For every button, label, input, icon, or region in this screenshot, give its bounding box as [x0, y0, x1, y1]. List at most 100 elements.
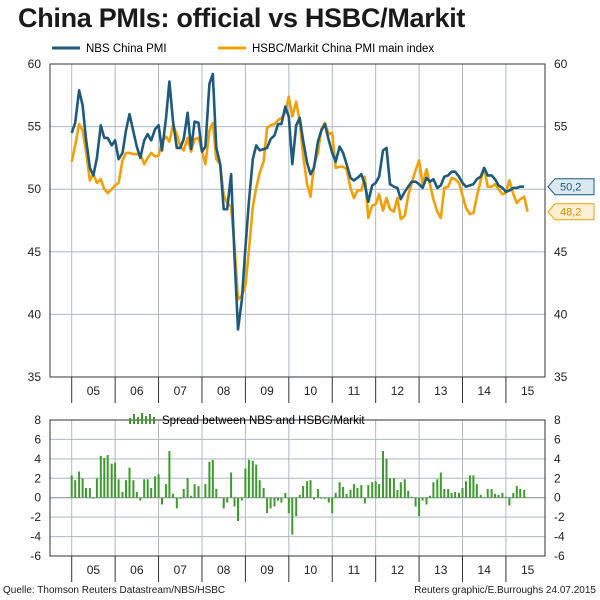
spread-bar [168, 451, 171, 498]
spread-bar [494, 493, 497, 498]
spread-bar [95, 478, 98, 498]
y-tick-label-left: 2 [34, 471, 41, 485]
spread-bar [295, 497, 298, 517]
x-tick-label: 06 [130, 384, 144, 398]
nbs-pmi-line [70, 72, 525, 331]
spread-bar [121, 491, 124, 498]
spread-bar [269, 497, 272, 509]
spread-bar [215, 489, 218, 498]
spread-bar [161, 497, 163, 505]
spread-bar [443, 489, 446, 498]
spread-bar [349, 489, 352, 498]
y-tick-label-right: 6 [554, 432, 561, 446]
bottom-panel-legend: Spread between NBS and HSBC/Markit [129, 413, 365, 427]
spread-bar [222, 497, 225, 509]
y-tick-label-right: 2 [554, 471, 561, 485]
top-panel-lines [70, 72, 529, 331]
spread-bar [313, 497, 315, 500]
spread-bar [454, 491, 457, 498]
x-tick-label: 09 [260, 384, 274, 398]
x-tick-label: 12 [391, 563, 405, 577]
spread-bar [323, 497, 326, 499]
spread-bar [436, 479, 439, 498]
x-tick-label: 15 [521, 563, 535, 577]
spread-bar [302, 486, 305, 498]
spread-bar [106, 455, 109, 498]
spread-bar [378, 484, 381, 498]
spread-bar [389, 478, 391, 498]
x-tick-label: 14 [478, 563, 492, 577]
legend-hsbc-label: HSBC/Markit China PMI main index [252, 43, 434, 55]
spread-bar [334, 492, 337, 498]
spread-bar [468, 475, 471, 498]
spread-bar [182, 489, 185, 498]
y-tick-label-right: 40 [554, 307, 568, 321]
spread-bar [508, 497, 511, 506]
x-tick-label: 13 [434, 384, 448, 398]
spread-bar [432, 482, 435, 498]
spread-bar [475, 484, 478, 498]
spread-bar [99, 455, 102, 498]
spread-bar [219, 497, 222, 499]
spread-bar [230, 472, 233, 498]
spread-bar [226, 497, 229, 503]
spread-bar [371, 482, 374, 498]
legend-spread-swatch [129, 413, 155, 424]
y-tick-label-right: 60 [554, 57, 568, 71]
spread-bar [240, 497, 243, 501]
spread-bar [360, 485, 363, 498]
spread-bar [331, 497, 334, 514]
y-tick-label-left: 6 [34, 432, 41, 446]
spread-bar [74, 480, 77, 498]
y-tick-label-left: 55 [28, 120, 42, 134]
x-tick-label: 05 [87, 384, 101, 398]
spread-bar [266, 497, 269, 514]
spread-bar [342, 487, 345, 498]
spread-bar [110, 463, 113, 498]
spread-bar [309, 480, 312, 498]
spread-bar [374, 481, 377, 498]
y-tick-label-left: 4 [34, 452, 41, 466]
spread-bar [88, 488, 91, 498]
y-tick-label-left: -4 [30, 530, 41, 544]
spread-bar [277, 497, 279, 501]
y-tick-label-left: -2 [30, 510, 41, 524]
spread-bar [403, 479, 406, 498]
spread-bar [356, 488, 359, 498]
legend-spread-bar [137, 417, 139, 424]
x-tick-label: 08 [217, 384, 231, 398]
spread-bar [251, 460, 254, 498]
legend-spread-bar [153, 417, 155, 424]
spread-bar [306, 481, 309, 498]
spread-bar [143, 479, 146, 498]
spread-bar [458, 492, 460, 498]
spread-bar [244, 468, 247, 498]
x-tick-label: 09 [260, 563, 274, 577]
x-tick-label: 07 [174, 384, 188, 398]
spread-bar [139, 497, 142, 501]
last-value-tags: 50,2 48,2 [547, 178, 595, 221]
spread-bar [316, 489, 319, 498]
spread-bar [85, 488, 87, 498]
x-tick-label: 14 [478, 384, 492, 398]
legend-spread-bar [129, 418, 131, 424]
spread-bar [363, 497, 366, 504]
y-tick-label-right: -2 [554, 510, 565, 524]
spread-bar [392, 478, 395, 498]
x-tick-label: 13 [434, 563, 448, 577]
spread-bar [479, 494, 482, 498]
spread-bar [186, 478, 189, 498]
spread-bar [345, 493, 348, 498]
spread-bar [447, 489, 450, 498]
y-tick-label-right: 35 [554, 370, 568, 384]
y-tick-label-right: 8 [554, 413, 561, 427]
spread-bar [146, 479, 149, 498]
x-tick-label: 10 [304, 384, 318, 398]
bottom-panel-frame [49, 419, 546, 557]
spread-bar [515, 486, 518, 498]
spread-bar [255, 464, 258, 498]
spread-bar [284, 492, 287, 498]
spread-bar [81, 478, 84, 498]
spread-bar [262, 488, 265, 498]
spread-bar [338, 482, 341, 498]
